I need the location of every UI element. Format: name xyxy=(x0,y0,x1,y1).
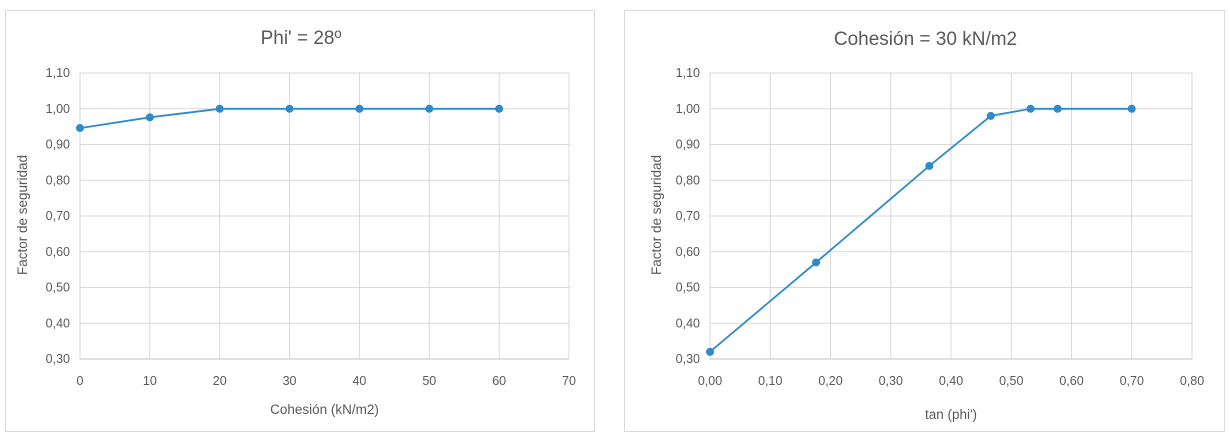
y-axis-label: Factor de seguridad xyxy=(649,155,664,275)
x-tick-label: 30 xyxy=(283,374,297,388)
y-tick-label: 0,40 xyxy=(676,316,700,330)
x-axis-label: tan (phi') xyxy=(925,407,977,422)
x-tick-label: 0,60 xyxy=(1059,374,1083,388)
y-tick-label: 1,00 xyxy=(46,102,70,116)
y-tick-label: 0,80 xyxy=(676,173,700,187)
y-tick-label: 0,30 xyxy=(46,352,70,366)
x-tick-label: 0,50 xyxy=(999,374,1023,388)
data-point xyxy=(812,258,821,267)
x-tick-label: 0,70 xyxy=(1120,374,1144,388)
y-tick-label: 1,10 xyxy=(46,66,70,80)
x-tick-label: 20 xyxy=(213,374,227,388)
data-point xyxy=(925,161,934,170)
data-point xyxy=(215,104,224,113)
chart-panel-left: Phi' = 28º 0,30 0,40 0,50 0,60 0,70 0,80 0,90 1,… xyxy=(5,10,595,432)
data-point xyxy=(986,111,995,120)
chart-panel-right: Cohesión = 30 kN/m2 0,30 0,40 0,50 0,60 0,70 0… xyxy=(624,10,1225,432)
y-tick-label: 0,30 xyxy=(676,352,700,366)
y-tick-label: 0,70 xyxy=(46,209,70,223)
x-tick-label: 10 xyxy=(143,374,157,388)
data-point xyxy=(1127,104,1136,113)
x-tick-label: 0,00 xyxy=(698,374,722,388)
x-tick-label: 0,80 xyxy=(1180,374,1204,388)
data-point xyxy=(425,104,434,113)
y-tick-label: 0,60 xyxy=(46,245,70,259)
data-point xyxy=(355,104,364,113)
y-tick-label: 0,60 xyxy=(676,245,700,259)
y-tick-label: 1,00 xyxy=(676,102,700,116)
x-tick-label: 0,30 xyxy=(879,374,903,388)
y-tick-label: 0,70 xyxy=(676,209,700,223)
y-tick-label: 0,80 xyxy=(46,173,70,187)
data-point xyxy=(1026,104,1035,113)
y-tick-label: 0,40 xyxy=(46,316,70,330)
x-tick-label: 0,10 xyxy=(758,374,782,388)
series-line xyxy=(709,107,1132,353)
y-tick-label: 0,90 xyxy=(46,138,70,152)
x-tick-label: 0,40 xyxy=(939,374,963,388)
x-tick-label: 0 xyxy=(77,374,84,388)
chart-right: Cohesión = 30 kN/m2 0,30 0,40 0,50 0,60 0,70 0… xyxy=(649,29,1204,422)
data-point xyxy=(285,104,294,113)
y-tick-label: 0,90 xyxy=(676,138,700,152)
y-tick-label: 0,50 xyxy=(46,281,70,295)
x-tick-label: 0,20 xyxy=(818,374,842,388)
data-point xyxy=(495,104,504,113)
x-tick-label: 70 xyxy=(562,374,576,388)
data-point xyxy=(706,347,714,356)
y-tick-label: 1,10 xyxy=(676,66,700,80)
chart-left: Phi' = 28º 0,30 0,40 0,50 0,60 0,70 0,80 0,90 1,… xyxy=(15,28,576,417)
y-tick-label: 0,50 xyxy=(676,281,700,295)
x-tick-label: 60 xyxy=(492,374,506,388)
x-axis-label: Cohesión (kN/m2) xyxy=(270,402,379,417)
x-tick-label: 40 xyxy=(352,374,366,388)
data-point xyxy=(76,124,84,133)
chart-title: Phi' = 28º xyxy=(261,28,342,49)
data-point xyxy=(1053,104,1062,113)
data-point xyxy=(145,113,154,122)
y-axis-label: Factor de seguridad xyxy=(15,155,30,275)
x-tick-label: 50 xyxy=(422,374,436,388)
chart-title: Cohesión = 30 kN/m2 xyxy=(834,29,1017,50)
